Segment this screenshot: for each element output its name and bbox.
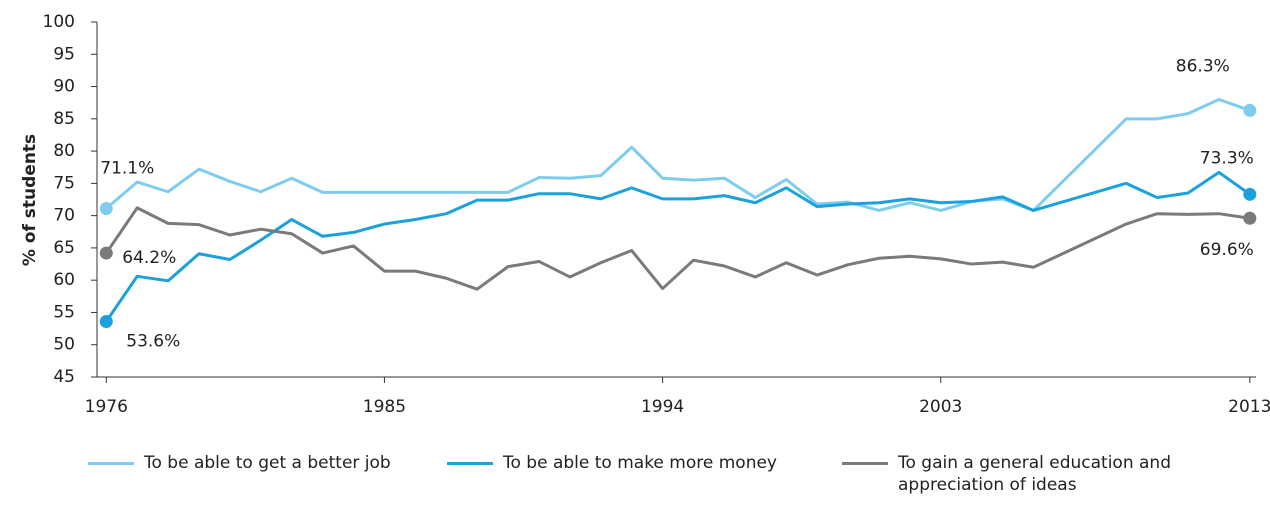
y-tick-label: 50 [53,335,75,355]
y-tick-label: 55 [53,302,75,322]
y-tick-label: 95 [53,44,75,64]
end-point [99,246,113,260]
value-label: 64.2% [122,248,176,268]
x-tick-label: 1976 [85,397,128,417]
y-tick-label: 75 [53,173,75,193]
series-line [105,97,1251,212]
end-point [1243,103,1257,117]
legend-item: To be able to get a better job [88,452,428,474]
y-axis-label: % of students [20,134,40,266]
x-tick-label: 2003 [919,397,962,417]
legend: To be able to get a better job To be able… [0,452,1270,510]
value-label: 53.6% [126,331,180,351]
y-tick-label: 45 [53,367,75,387]
end-point [1243,211,1257,225]
y-tick-label: 70 [53,206,75,226]
chart: % of students 45 50 55 60 65 70 75 80 85 90 95 100 1… [20,12,1270,417]
legend-swatch [447,462,493,465]
legend-label: To be able to get a better job [144,453,391,473]
series-line [105,170,1251,323]
y-tick-label: 65 [53,238,75,258]
legend-swatch [842,462,888,465]
legend-item: To be able to make more money [447,452,827,474]
y-tick-label: 90 [53,77,75,97]
legend-item: To gain a general education and apprecia… [842,452,1212,496]
value-label: 71.1% [100,159,154,179]
value-label: 69.6% [1200,240,1254,260]
series-line [105,206,1251,291]
legend-label: To gain a general education and apprecia… [898,453,1171,495]
x-tick-label: 1985 [363,397,406,417]
y-tick-label: 85 [53,109,75,129]
end-point [1243,187,1257,201]
x-tick-label: 1994 [641,397,684,417]
value-label: 86.3% [1176,56,1230,76]
y-tick-label: 60 [53,270,75,290]
legend-label: To be able to make more money [503,453,777,473]
end-point [99,202,113,216]
legend-swatch [88,462,134,465]
x-tick-label: 2013 [1228,397,1270,417]
y-tick-label: 100 [43,12,75,32]
y-tick-label: 80 [53,141,75,161]
end-point [99,314,113,328]
value-label: 73.3% [1200,148,1254,168]
